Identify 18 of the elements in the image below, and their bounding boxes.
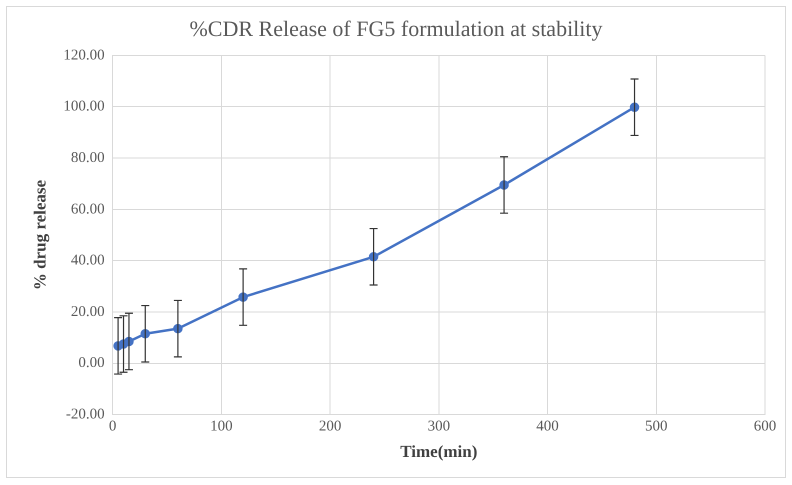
y-tick-label: 100.00: [63, 98, 105, 115]
y-tick-label: 120.00: [63, 47, 105, 64]
x-tick-label: 100: [210, 418, 233, 435]
x-tick-label: 500: [645, 418, 668, 435]
y-tick-label: 20.00: [70, 304, 105, 320]
y-tick-label: 0.00: [78, 355, 105, 372]
y-tick-label: 80.00: [70, 150, 105, 166]
y-axis-title: % drug release: [30, 179, 50, 290]
x-tick-label: 200: [318, 418, 342, 435]
x-tick-label: 300: [428, 418, 450, 435]
x-tick-label: 0: [108, 418, 116, 435]
x-tick-label: 600: [754, 418, 776, 435]
x-axis-title: Time(min): [400, 442, 478, 462]
y-tick-label: 60.00: [70, 201, 105, 218]
chart-title: %CDR Release of FG5 formulation at stability: [189, 16, 603, 41]
y-tick-label: 40.00: [70, 252, 105, 269]
y-tick-label: -20.00: [66, 406, 105, 423]
x-tick-label: 400: [536, 418, 559, 435]
